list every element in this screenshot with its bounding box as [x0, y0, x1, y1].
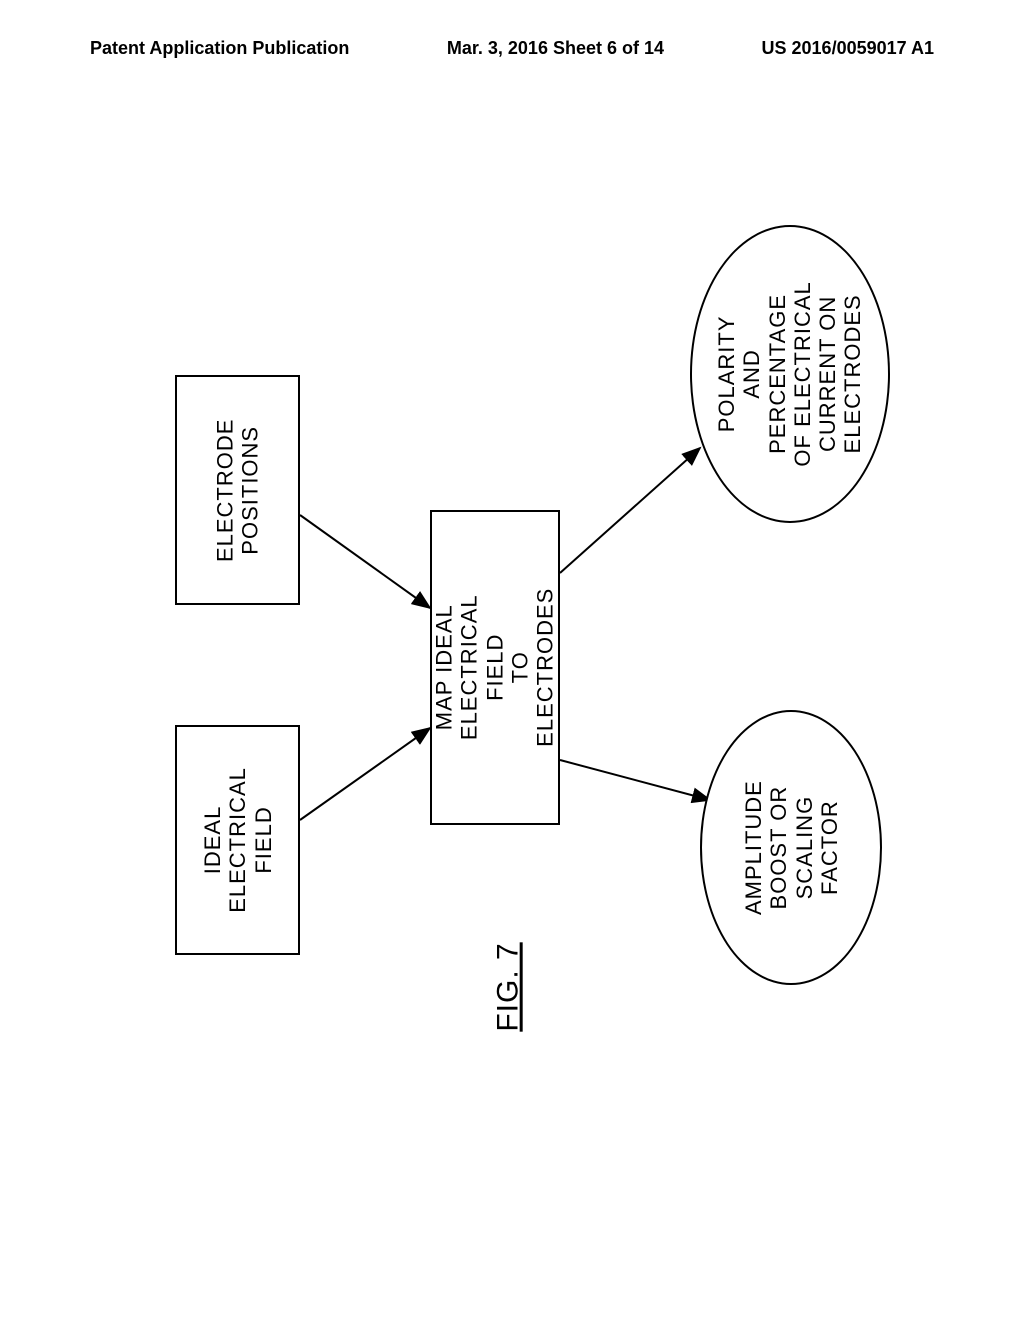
figure-label-text: FIG. 7 [492, 942, 525, 1031]
edge-map-to-amplitude [560, 760, 710, 800]
edge-ideal_field-to-map [300, 728, 430, 820]
header-left: Patent Application Publication [90, 38, 349, 59]
node-label-ideal_field: IDEALELECTRICALFIELD [200, 767, 276, 913]
page-header: Patent Application Publication Mar. 3, 2… [0, 38, 1024, 59]
node-amplitude: AMPLITUDEBOOST ORSCALINGFACTOR [700, 710, 882, 985]
edge-electrode_positions-to-map [300, 515, 430, 608]
node-polarity: POLARITYANDPERCENTAGEOF ELECTRICALCURREN… [690, 225, 890, 523]
header-right: US 2016/0059017 A1 [762, 38, 934, 59]
diagram: ELECTRODEPOSITIONS IDEALELECTRICALFIELD MA… [0, 120, 1024, 1220]
node-ideal_field: IDEALELECTRICALFIELD [175, 725, 300, 955]
node-electrode_positions: ELECTRODEPOSITIONS [175, 375, 300, 605]
node-label-map: MAP IDEALELECTRICAL FIELDTO ELECTRODES [432, 588, 558, 747]
node-map: MAP IDEALELECTRICAL FIELDTO ELECTRODES [430, 510, 560, 825]
node-label-polarity: POLARITYANDPERCENTAGEOF ELECTRICALCURREN… [714, 281, 866, 466]
figure-label: FIG. 7 [492, 942, 526, 1031]
node-label-electrode_positions: ELECTRODEPOSITIONS [212, 418, 263, 561]
edge-map-to-polarity [560, 448, 700, 573]
node-label-amplitude: AMPLITUDEBOOST ORSCALINGFACTOR [740, 780, 841, 915]
header-center: Mar. 3, 2016 Sheet 6 of 14 [447, 38, 664, 59]
